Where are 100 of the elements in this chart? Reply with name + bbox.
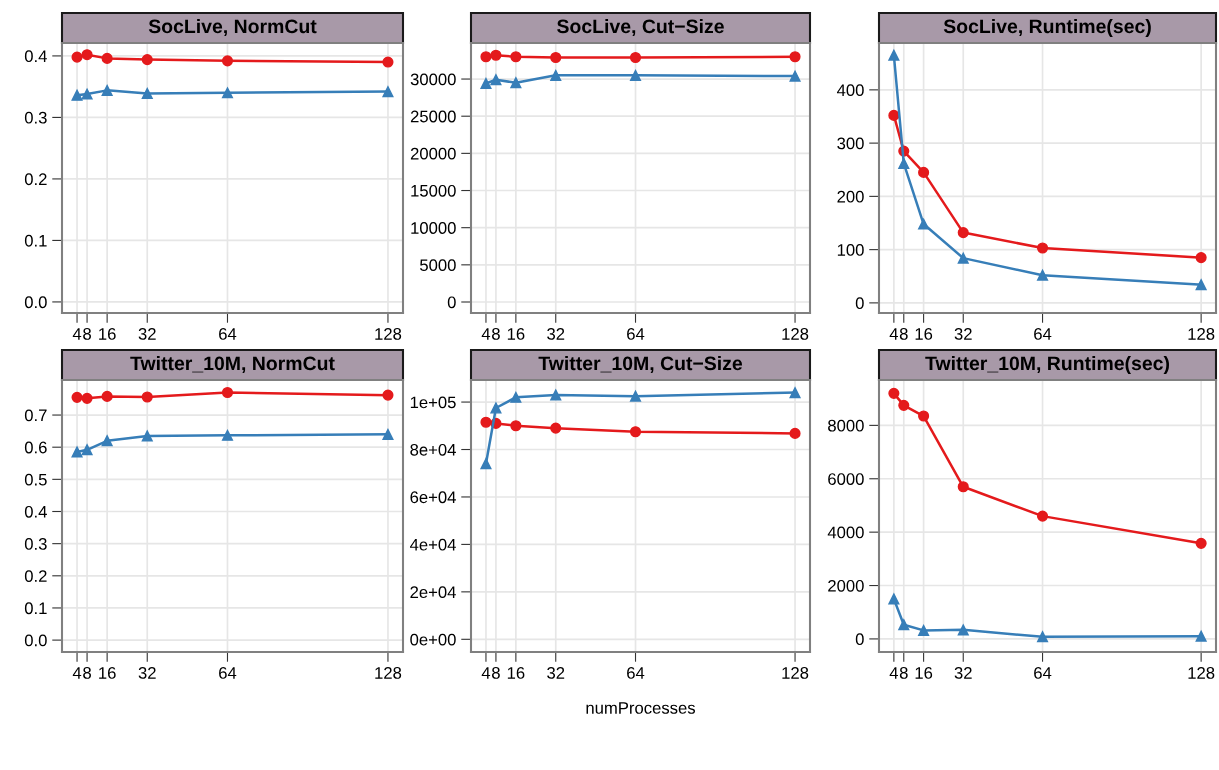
chart-title: SocLive, Cut−Size — [557, 18, 724, 37]
point — [101, 84, 113, 96]
point — [789, 51, 801, 63]
point — [629, 51, 642, 64]
y-tick-label: 0 — [447, 296, 456, 309]
point — [510, 391, 522, 403]
x-tick-label: 16 — [915, 328, 933, 340]
x-tick-label: 32 — [138, 328, 156, 340]
point — [898, 399, 910, 411]
point — [382, 428, 394, 440]
point — [490, 402, 502, 414]
y-tick-label: 200 — [837, 190, 864, 203]
point — [480, 77, 492, 90]
point — [510, 51, 522, 63]
point — [490, 49, 502, 61]
y-tick-label: 30000 — [410, 73, 456, 86]
y-tick-label: 5000 — [420, 259, 456, 272]
point — [221, 55, 234, 67]
point — [789, 70, 801, 82]
point — [480, 51, 492, 63]
y-tick-label: 8000 — [828, 419, 864, 432]
x-tick-label: 32 — [954, 667, 972, 679]
point — [221, 87, 234, 99]
x-tick-label: 128 — [375, 667, 402, 679]
point — [71, 446, 83, 458]
point — [1195, 630, 1207, 642]
x-tick-label: 8 — [899, 328, 908, 340]
x-tick-label: 4 — [481, 328, 491, 340]
y-tick-label: 15000 — [411, 184, 456, 197]
chart-title: SocLive, NormCut — [148, 18, 317, 37]
point — [550, 389, 562, 401]
point — [918, 166, 930, 178]
x-tick-label: 16 — [507, 328, 525, 340]
point — [382, 56, 394, 68]
x-tick-label: 64 — [627, 328, 645, 340]
point — [71, 51, 83, 63]
x-tick-label: 32 — [954, 328, 972, 340]
point — [898, 619, 910, 631]
y-tick-label: 6e+04 — [410, 491, 456, 504]
x-tick-label: 4 — [72, 667, 82, 679]
x-tick-label: 128 — [782, 328, 809, 340]
point — [918, 410, 930, 422]
point — [81, 88, 93, 100]
y-tick-label: 4000 — [827, 526, 864, 539]
y-tick-label: 0.2 — [24, 173, 47, 186]
y-tick-label: 20000 — [410, 147, 456, 160]
point — [550, 51, 562, 64]
y-tick-label: 0e+00 — [410, 633, 456, 646]
point — [789, 387, 801, 399]
chart-title: Twitter_10M, NormCut — [130, 355, 335, 374]
y-tick-label: 2e+04 — [410, 586, 456, 599]
y-tick-label: 0.1 — [24, 602, 47, 615]
x-tick-label: 4 — [481, 667, 491, 679]
y-tick-label: 8e+04 — [410, 443, 456, 456]
point — [382, 389, 394, 401]
point — [1195, 252, 1207, 264]
y-tick-label: 400 — [836, 84, 864, 97]
y-tick-label: 0 — [855, 633, 864, 646]
point — [480, 458, 492, 470]
y-tick-label: 25000 — [410, 110, 456, 123]
y-tick-label: 0.3 — [24, 111, 47, 124]
x-tick-label: 8 — [492, 328, 500, 340]
x-tick-label: 64 — [1034, 667, 1052, 679]
point — [957, 252, 969, 264]
point — [71, 391, 83, 403]
x-tick-label: 128 — [1188, 667, 1215, 679]
x-tick-label: 128 — [782, 667, 809, 679]
point — [510, 77, 522, 89]
chart-title: Twitter_10M, Cut−Size — [538, 355, 743, 374]
point — [81, 392, 93, 404]
x-tick-label: 8 — [83, 328, 91, 340]
point — [888, 387, 900, 399]
point — [957, 624, 969, 636]
point — [1195, 279, 1207, 291]
point — [957, 481, 969, 493]
x-tick-label: 4 — [889, 328, 899, 340]
point — [221, 429, 234, 441]
point — [480, 416, 492, 428]
point — [957, 227, 969, 239]
point — [918, 218, 930, 230]
point — [490, 74, 502, 86]
y-tick-label: 0.3 — [24, 538, 47, 550]
point — [141, 87, 153, 99]
point — [550, 422, 562, 434]
x-tick-label: 32 — [547, 328, 565, 340]
point — [382, 86, 394, 98]
y-tick-label: 0.2 — [24, 570, 47, 582]
x-tick-label: 32 — [547, 667, 565, 679]
x-tick-label: 16 — [507, 667, 525, 679]
point — [1036, 269, 1049, 281]
x-tick-label: 8 — [83, 667, 91, 679]
point — [888, 109, 900, 121]
point — [1036, 242, 1049, 254]
x-tick-label: 64 — [1034, 328, 1052, 340]
point — [789, 427, 801, 439]
point — [101, 435, 113, 447]
chart-title: Twitter_10M, Runtime(sec) — [925, 355, 1169, 375]
y-tick-label: 2000 — [828, 579, 864, 592]
x-tick-label: 8 — [492, 667, 500, 679]
x-tick-label: 128 — [375, 328, 402, 340]
